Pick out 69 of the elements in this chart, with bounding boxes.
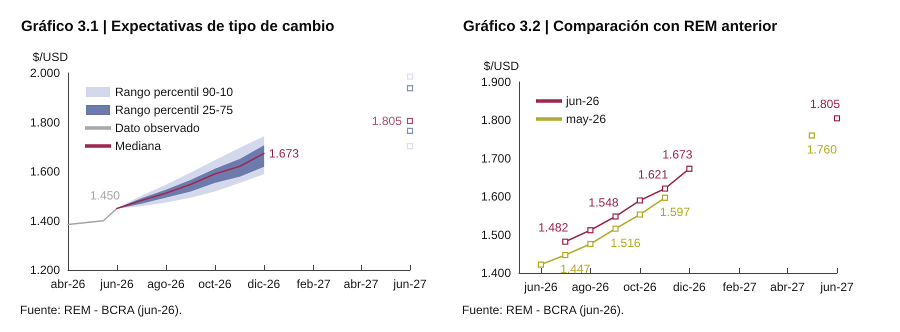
y-tick-label: 1.900: [480, 75, 512, 89]
data-label: 1.621: [638, 167, 668, 182]
y-tick-label: 1.600: [480, 190, 512, 204]
x-tick-label: dic-26: [248, 277, 281, 291]
x-tick-label: jun-26: [99, 277, 134, 291]
point: [406, 118, 414, 124]
data-label: 1.673: [662, 148, 693, 162]
point: [834, 115, 840, 122]
point: [406, 128, 414, 134]
legend-label: Rango percentil 90-10: [115, 85, 234, 99]
y-tick-label: 1.600: [30, 164, 60, 178]
chart-title: Gráfico 3.1 | Expectativas de tipo de cambio: [21, 18, 334, 35]
data-label: 1.482: [538, 220, 569, 235]
x-tick-label: abr-26: [50, 277, 86, 291]
data-label: 1.805: [810, 97, 840, 112]
x-tick-label: abr-27: [770, 280, 806, 294]
point: [636, 197, 643, 204]
point: [406, 85, 414, 92]
data-label: 1.673: [268, 146, 300, 161]
y-tick-label: 1.700: [480, 151, 512, 166]
point: [587, 240, 594, 248]
point: [406, 74, 414, 80]
source-note: Fuente: REM - BCRA (jun-26).: [20, 303, 182, 317]
point: [562, 252, 568, 258]
point: [612, 226, 619, 232]
point: [686, 166, 692, 172]
point: [538, 261, 544, 268]
point: [636, 211, 643, 218]
legend-label: Mediana: [115, 139, 162, 153]
chart-title: Gráfico 3.2 | Comparación con REM anterior: [463, 18, 778, 35]
legend-label: may-26: [566, 112, 606, 126]
data-label: 1.447: [560, 262, 591, 276]
y-tick-label: 1.400: [30, 214, 60, 228]
data-label: 1.760: [806, 142, 838, 157]
x-tick-label: ago-26: [147, 277, 185, 291]
legend-label: jun-26: [565, 94, 600, 108]
point: [612, 213, 619, 220]
y-tick-label: 2.000: [30, 66, 60, 80]
x-tick-label: jun-27: [392, 277, 428, 291]
x-tick-label: dic-26: [673, 280, 706, 294]
point: [662, 194, 668, 201]
y-tick-label: 1.500: [480, 228, 512, 242]
point: [587, 227, 594, 234]
y-axis-title: $/USD: [484, 59, 520, 73]
x-tick-label: abr-27: [344, 277, 379, 291]
x-tick-label: jun-26: [523, 280, 558, 294]
x-tick-label: oct-26: [198, 277, 232, 291]
data-label: 1.450: [90, 188, 120, 202]
source-note: Fuente: REM - BCRA (jun-26).: [462, 303, 624, 317]
data-label: 1.597: [660, 204, 690, 219]
x-tick-label: feb-27: [722, 280, 757, 294]
y-axis-title: $/USD: [32, 50, 68, 64]
legend-label: Dato observado: [115, 121, 200, 135]
y-tick-label: 1.800: [480, 113, 512, 128]
data-label: 1.548: [588, 195, 619, 210]
x-tick-label: jun-27: [819, 280, 854, 294]
x-tick-label: feb-27: [296, 277, 331, 291]
y-tick-label: 1.400: [480, 266, 512, 280]
point: [562, 238, 568, 245]
legend-label: Rango percentil 25-75: [115, 103, 234, 117]
y-tick-label: 1.200: [30, 263, 60, 277]
x-tick-label: ago-26: [572, 280, 610, 294]
data-label: 1.516: [610, 236, 641, 250]
point: [808, 132, 815, 139]
point: [406, 143, 414, 150]
data-label: 1.805: [372, 114, 402, 128]
y-tick-label: 1.800: [30, 115, 60, 130]
x-tick-label: oct-26: [623, 280, 657, 294]
point: [662, 185, 668, 192]
